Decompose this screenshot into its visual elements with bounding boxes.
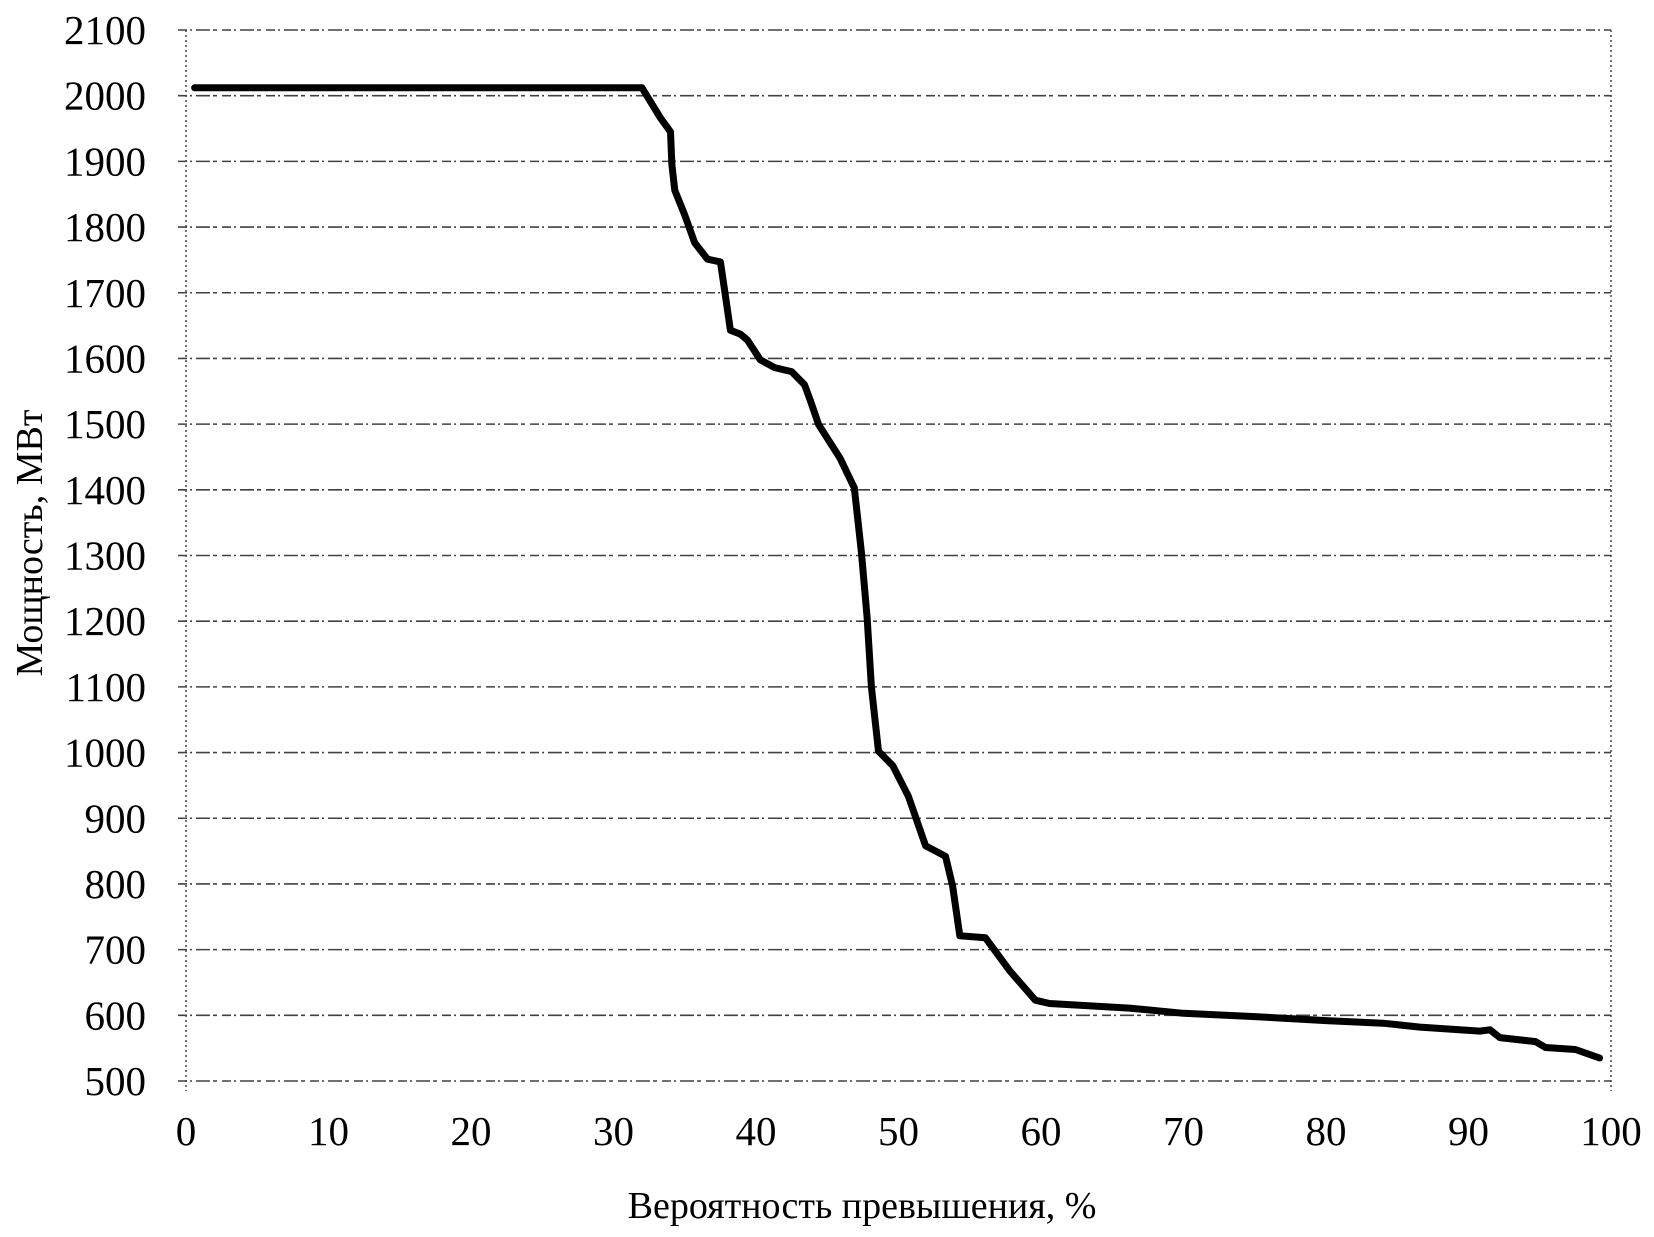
x-tick-label: 20 [451,1108,492,1154]
y-tick-label: 1300 [64,533,146,579]
x-tick-label: 40 [736,1108,777,1154]
x-axis-title: Вероятность превышения, % [628,1185,1097,1227]
y-tick-label: 1000 [64,730,146,776]
horizontal-grid-lines [178,29,1611,1082]
x-tick-label: 80 [1306,1108,1347,1154]
x-tick-label: 90 [1448,1108,1489,1154]
y-tick-label: 1700 [64,270,146,316]
y-tick-label: 900 [85,795,147,841]
x-tick-label: 60 [1021,1108,1062,1154]
y-tick-label: 1400 [64,467,146,513]
y-tick-label: 800 [85,861,147,907]
y-tick-label: 1900 [64,138,146,184]
y-tick-label: 1800 [64,204,146,250]
y-tick-label: 2000 [64,73,146,119]
y-tick-label: 700 [85,927,147,973]
power-exceedance-curve [191,84,1604,1062]
y-tick-label: 2100 [64,7,146,53]
x-tick-label: 50 [878,1108,919,1154]
plot-axes [185,30,1612,1091]
x-tick-label: 70 [1163,1108,1204,1154]
y-tick-label: 600 [85,992,147,1038]
y-tick-label: 1100 [66,664,146,710]
y-tick-label: 1200 [64,598,146,644]
y-axis-tick-labels: 500 600 700 800 900 1000 1100 1200 1300 1400 1500 1… [64,7,146,1104]
y-axis-title: Мощность, МВт [9,409,51,676]
y-tick-label: 500 [85,1058,147,1104]
x-axis-tick-labels: 0 10 20 30 40 50 60 70 80 90 100 [176,1108,1642,1154]
x-tick-label: 0 [176,1108,197,1154]
x-tick-label: 100 [1580,1108,1642,1154]
x-tick-label: 30 [593,1108,634,1154]
y-tick-label: 1600 [64,335,146,381]
y-tick-label: 1500 [64,401,146,447]
x-tick-label: 10 [308,1108,349,1154]
